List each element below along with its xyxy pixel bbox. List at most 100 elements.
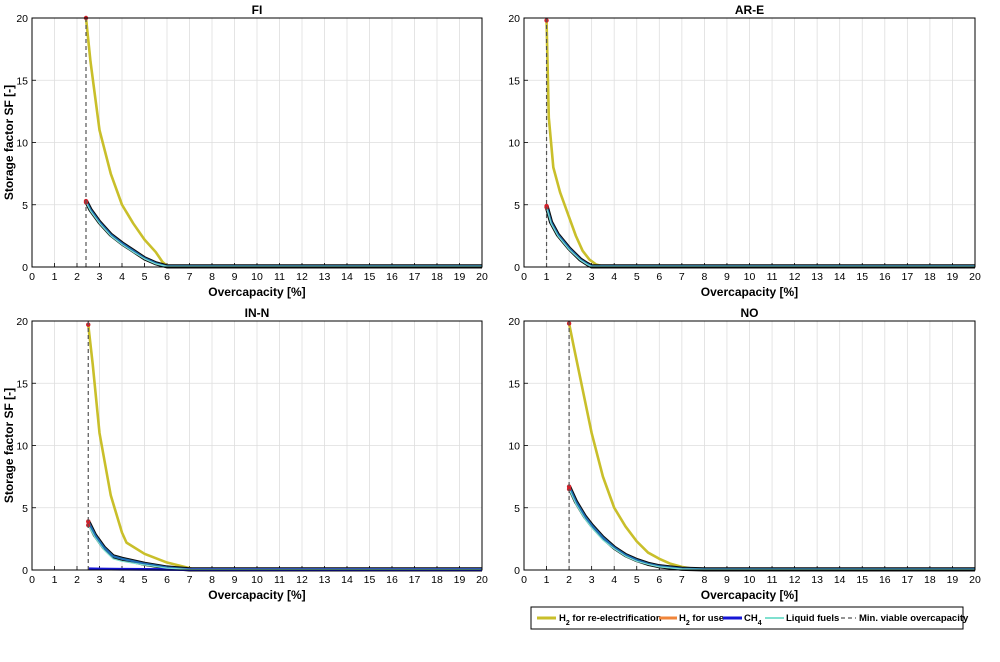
x-tick-label: 5 [634, 574, 640, 586]
axes-box [31, 17, 483, 268]
panel-title: AR-E [735, 3, 764, 17]
x-tick-label: 18 [431, 574, 443, 586]
x-tick-label: 15 [364, 574, 376, 586]
x-tick-label: 19 [947, 574, 959, 586]
y-tick-label: 10 [16, 441, 28, 453]
y-tick-label: 5 [514, 200, 520, 212]
y-tick-label: 5 [22, 200, 28, 212]
panel-title: FI [252, 3, 263, 17]
x-tick-label: 17 [409, 271, 421, 283]
x-tick-label: 0 [521, 574, 527, 586]
x-tick-label: 17 [409, 574, 421, 586]
x-tick-label: 14 [341, 271, 353, 283]
legend: H2 for re-electrification H2 for use CH4… [530, 606, 969, 630]
y-tick-label: 15 [508, 378, 520, 390]
axes-box [523, 17, 976, 268]
x-tick-label: 19 [454, 574, 466, 586]
x-axis-label: Overcapacity [%] [701, 588, 798, 602]
x-tick-label: 0 [29, 574, 35, 586]
x-tick-label: 7 [679, 574, 685, 586]
x-tick-label: 1 [544, 271, 550, 283]
y-tick-label: 0 [22, 565, 28, 577]
y-tick-label: 10 [508, 138, 520, 150]
x-tick-label: 8 [701, 271, 707, 283]
x-tick-label: 3 [589, 574, 595, 586]
x-tick-label: 4 [119, 271, 125, 283]
x-tick-label: 2 [74, 271, 80, 283]
x-tick-label: 11 [767, 271, 778, 283]
x-tick-label: 18 [924, 271, 936, 283]
x-tick-label: 9 [724, 271, 730, 283]
x-tick-label: 7 [187, 574, 193, 586]
chart-panels: 0 1 2 3 4 5 6 7 8 9 10 11 12 13 14 15 16 17 18 19 2005101520… [2, 3, 981, 602]
x-tick-label: 8 [209, 574, 215, 586]
axes-box [31, 320, 483, 571]
y-tick-label: 20 [508, 316, 520, 328]
y-tick-label: 0 [514, 262, 520, 274]
x-axis-label: Overcapacity [%] [208, 588, 305, 602]
x-tick-label: 9 [724, 574, 730, 586]
x-tick-label: 8 [701, 574, 707, 586]
x-tick-label: 9 [232, 271, 238, 283]
x-tick-label: 16 [879, 574, 891, 586]
x-tick-label: 0 [521, 271, 527, 283]
x-tick-label: 15 [364, 271, 376, 283]
x-tick-label: 18 [431, 271, 443, 283]
x-tick-label: 11 [274, 271, 285, 283]
legend-box [530, 606, 964, 630]
series-line-liquid-fuels [568, 488, 975, 571]
x-tick-label: 1 [52, 574, 58, 586]
x-tick-label: 6 [164, 574, 170, 586]
series-start-marker [86, 519, 91, 524]
series-line-liquid-fuels [85, 201, 482, 267]
x-axis-label: Overcapacity [%] [208, 285, 305, 299]
x-tick-label: 20 [969, 574, 981, 586]
x-tick-label: 8 [209, 271, 215, 283]
x-tick-label: 4 [119, 574, 125, 586]
x-tick-label: 2 [566, 271, 572, 283]
x-tick-label: 5 [142, 574, 148, 586]
x-tick-label: 18 [924, 574, 936, 586]
y-tick-label: 10 [16, 138, 28, 150]
x-axis-label: Overcapacity [%] [701, 285, 798, 299]
x-tick-label: 14 [834, 271, 846, 283]
x-tick-label: 10 [251, 271, 263, 283]
legend-label-min-viable: Min. viable overcapacity [859, 613, 969, 624]
x-tick-label: 5 [634, 271, 640, 283]
panel-fi: 0 1 2 3 4 5 6 7 8 9 10 11 12 13 14 15 16 17 18 19 2005101520… [2, 3, 488, 299]
x-tick-label: 16 [386, 574, 398, 586]
series-line-liquid-fuels [87, 524, 482, 570]
x-tick-label: 7 [187, 271, 193, 283]
x-tick-label: 17 [902, 574, 914, 586]
x-tick-label: 16 [879, 271, 891, 283]
x-tick-label: 1 [544, 574, 550, 586]
x-tick-label: 13 [811, 271, 823, 283]
x-tick-label: 6 [656, 574, 662, 586]
x-tick-label: 13 [811, 574, 823, 586]
x-tick-label: 3 [589, 271, 595, 283]
x-tick-label: 19 [947, 271, 959, 283]
y-tick-label: 15 [16, 378, 28, 390]
y-tick-label: 5 [514, 503, 520, 515]
y-tick-label: 20 [508, 13, 520, 25]
x-tick-label: 13 [319, 271, 331, 283]
axes-box [523, 320, 976, 571]
panel-title: NO [741, 306, 759, 320]
x-tick-label: 12 [789, 574, 801, 586]
legend-label-liquid-fuels: Liquid fuels [786, 613, 839, 624]
x-tick-label: 4 [611, 271, 617, 283]
y-tick-label: 15 [16, 75, 28, 87]
x-tick-label: 13 [319, 574, 331, 586]
x-tick-label: 10 [744, 574, 756, 586]
x-tick-label: 19 [454, 271, 466, 283]
x-tick-label: 12 [789, 271, 801, 283]
x-tick-label: 11 [274, 574, 285, 586]
x-tick-label: 5 [142, 271, 148, 283]
panel-no: 0 1 2 3 4 5 6 7 8 9 10 11 12 13 14 15 16 17 18 19 2005101520… [508, 306, 981, 602]
x-tick-label: 20 [476, 574, 488, 586]
x-tick-label: 17 [902, 271, 914, 283]
x-tick-label: 16 [386, 271, 398, 283]
x-tick-label: 14 [341, 574, 353, 586]
x-tick-label: 6 [164, 271, 170, 283]
